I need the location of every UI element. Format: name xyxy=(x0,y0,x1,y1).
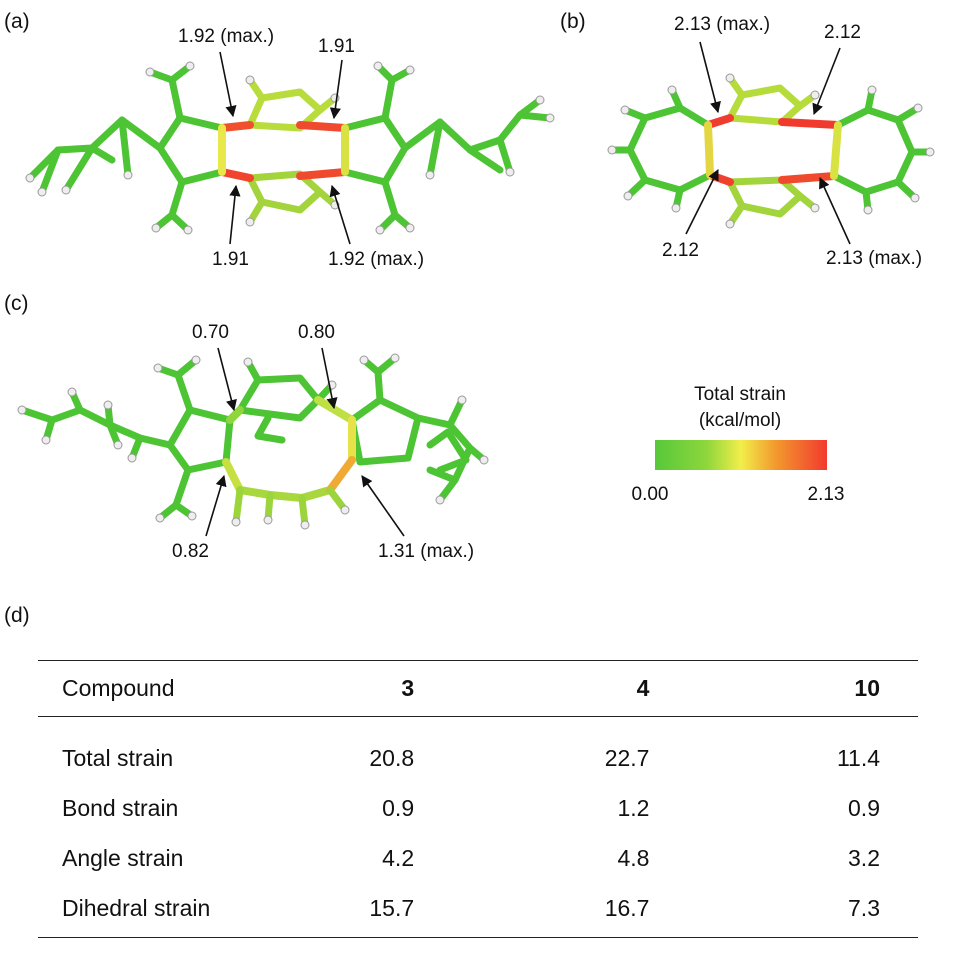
row-label: Angle strain xyxy=(62,844,184,871)
panel-label-d: (d) xyxy=(4,604,30,627)
svg-text:1.91: 1.91 xyxy=(212,249,249,270)
cell-value: 0.9 xyxy=(382,794,415,821)
panel-b: (b) xyxy=(560,10,935,269)
colorbar-min-label: 0.00 xyxy=(632,484,669,505)
annotation-c-1: 0.70 xyxy=(192,322,237,412)
table-row: Dihedral strain 15.7 16.7 7.3 xyxy=(38,883,918,938)
colorbar-title-line2: (kcal/mol) xyxy=(699,410,781,431)
row-label: Bond strain xyxy=(62,794,179,821)
colorbar-max-label: 2.13 xyxy=(808,484,845,505)
cell-value: 3.2 xyxy=(848,844,880,871)
annotation-a-4: 1.92 (max.) xyxy=(328,184,424,270)
cell-value: 4.8 xyxy=(617,844,650,871)
annotation-c-2: 0.80 xyxy=(298,322,338,410)
cell-value: 11.4 xyxy=(836,744,880,771)
table-header-row: Compound 3 4 10 xyxy=(38,660,918,717)
table-row: Total strain 20.8 22.7 11.4 xyxy=(38,717,918,784)
cell-value: 15.7 xyxy=(369,894,415,921)
row-label: Dihedral strain xyxy=(62,894,211,921)
header-compound-3: 3 xyxy=(401,675,415,701)
svg-text:1.91: 1.91 xyxy=(318,36,355,57)
svg-text:0.70: 0.70 xyxy=(192,322,229,343)
panel-a: (a) xyxy=(4,10,555,270)
annotation-c-4: 1.31 (max.) xyxy=(361,475,474,562)
svg-text:1.31 (max.): 1.31 (max.) xyxy=(378,541,474,562)
cell-value: 20.8 xyxy=(369,744,415,771)
svg-text:1.92 (max.): 1.92 (max.) xyxy=(328,249,424,270)
cell-value: 16.7 xyxy=(604,894,650,921)
header-compound-4: 4 xyxy=(636,675,650,701)
panel-c: (c) xyxy=(4,292,489,562)
annotation-b-1: 2.13 (max.) xyxy=(674,14,770,114)
molecule-3 xyxy=(25,61,555,235)
svg-text:2.13 (max.): 2.13 (max.) xyxy=(826,248,922,269)
svg-text:2.12: 2.12 xyxy=(662,240,699,261)
annotation-a-2: 1.91 xyxy=(318,36,355,120)
colorbar-title-line1: Total strain xyxy=(694,384,786,405)
annotation-a-1: 1.92 (max.) xyxy=(178,26,274,118)
cell-value: 0.9 xyxy=(848,794,880,821)
colorbar-gradient xyxy=(655,440,827,470)
colorbar: Total strain (kcal/mol) 0.00 2.13 xyxy=(632,384,845,505)
annotation-b-2: 2.12 xyxy=(812,22,861,116)
cell-value: 1.2 xyxy=(617,794,650,821)
annotation-b-3: 2.12 xyxy=(662,168,719,261)
svg-text:2.12: 2.12 xyxy=(824,22,861,43)
table-row: Angle strain 4.2 4.8 3.2 xyxy=(38,833,918,883)
row-label: Total strain xyxy=(62,744,174,771)
cell-value: 22.7 xyxy=(604,744,650,771)
cell-value: 7.3 xyxy=(848,894,880,921)
table-row: Bond strain 0.9 1.2 0.9 xyxy=(38,783,918,833)
annotation-c-3: 0.82 xyxy=(172,474,227,562)
header-compound-10: 10 xyxy=(854,675,880,701)
svg-text:0.82: 0.82 xyxy=(172,541,209,562)
panel-label-a: (a) xyxy=(4,10,30,33)
strain-table: Compound 3 4 10 Total strain 20.8 22.7 1… xyxy=(38,660,918,938)
svg-text:2.13 (max.): 2.13 (max.) xyxy=(674,14,770,35)
cell-value: 4.2 xyxy=(382,844,415,871)
svg-text:0.80: 0.80 xyxy=(298,322,335,343)
header-compound: Compound xyxy=(62,675,175,701)
annotation-b-4: 2.13 (max.) xyxy=(819,176,922,269)
panel-label-c: (c) xyxy=(4,292,29,315)
molecule-4 xyxy=(607,73,935,229)
panel-label-b: (b) xyxy=(560,10,586,33)
molecule-10 xyxy=(17,353,489,530)
svg-text:1.92 (max.): 1.92 (max.) xyxy=(178,26,274,47)
annotation-a-3: 1.91 xyxy=(212,184,249,270)
